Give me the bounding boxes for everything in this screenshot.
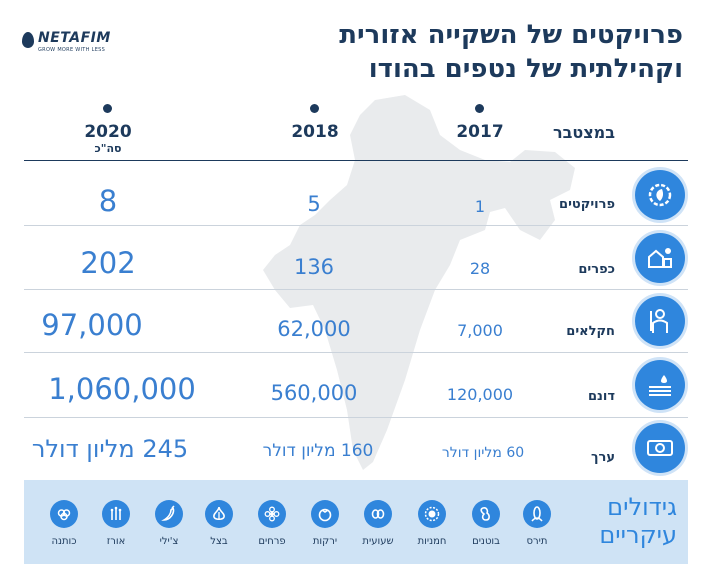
row-villages-2020: 202 — [80, 246, 136, 280]
divider — [24, 160, 688, 161]
rice-icon — [102, 500, 130, 528]
brand-tagline: GROW MORE WITH LESS — [38, 47, 106, 53]
row-projects-2018: 5 — [307, 192, 321, 216]
column-dot-2018 — [310, 104, 319, 113]
crop-flowers: פרחים — [243, 500, 301, 547]
row-label-farmers: חקלאים — [566, 324, 615, 339]
crop-peanut: בוטנים — [457, 500, 515, 547]
title-line-2: וקהילתית של נטפים בהודו — [368, 54, 683, 84]
column-dot-2017 — [475, 104, 484, 113]
row-farmers-2018: 62,000 — [277, 317, 351, 341]
row-projects-2020: 8 — [98, 184, 118, 218]
crops-title-line-1: גידולים — [607, 493, 677, 521]
row-dunam-2018: 560,000 — [270, 381, 358, 405]
crop-label: שעועית — [362, 536, 394, 547]
crops-title-line-2: עיקריים — [599, 521, 677, 549]
divider — [24, 225, 688, 226]
crop-label: פרחים — [258, 536, 286, 547]
divider — [24, 289, 688, 290]
peanut-icon — [472, 500, 500, 528]
crop-label: צ'ילי — [159, 536, 179, 547]
beans-icon — [364, 500, 392, 528]
crop-label: חמניות — [417, 536, 447, 547]
flower-icon — [258, 500, 286, 528]
money-icon — [635, 423, 685, 473]
crop-label: בצל — [210, 536, 228, 547]
row-farmers-2020: 97,000 — [41, 308, 143, 342]
row-value-2017: 60 מליון דולר — [441, 445, 525, 461]
row-label-value: ערך — [591, 450, 615, 465]
sunflower-icon — [418, 500, 446, 528]
brand-name: NETAFIM — [38, 30, 111, 46]
row-farmers-2017: 7,000 — [457, 321, 503, 340]
crop-vegetables: ירקות — [296, 500, 354, 547]
crop-rice: אורז — [87, 500, 145, 547]
row-dunam-2017: 120,000 — [446, 385, 514, 404]
gear-leaf-icon — [635, 170, 685, 220]
crop-label: אורז — [106, 536, 126, 547]
crops-title: גידולים עיקריים — [557, 493, 677, 549]
row-villages-2018: 136 — [293, 255, 335, 279]
row-value-2018: 160 מליון דולר — [262, 441, 374, 461]
crop-chili: צ'ילי — [140, 500, 198, 547]
crop-sunflower: חמניות — [403, 500, 461, 547]
crop-label: תירס — [526, 536, 548, 547]
crops-band — [24, 480, 688, 564]
field-icon — [635, 360, 685, 410]
column-sub-2020: סה"כ — [94, 142, 122, 155]
chili-icon — [155, 500, 183, 528]
crop-beans: שעועית — [349, 500, 407, 547]
netafim-logo: NETAFIM GROW MORE WITH LESS — [22, 30, 137, 56]
row-dunam-2020: 1,060,000 — [48, 372, 196, 406]
title-line-1: פרויקטים של השקייה אזורית — [339, 20, 683, 50]
column-year-2018: 2018 — [291, 122, 339, 142]
india-map-background — [263, 95, 575, 470]
farmer-icon — [635, 296, 685, 346]
crop-cotton: כותנה — [35, 500, 93, 547]
status-label: במצטבר — [552, 123, 615, 142]
row-label-villages: כפרים — [578, 262, 615, 277]
crop-corn: תירס — [508, 500, 566, 547]
crop-label: כותנה — [51, 536, 77, 547]
row-label-dunam: דונם — [587, 389, 615, 404]
divider — [24, 417, 688, 418]
drop-icon — [22, 32, 34, 48]
column-header-2018: 2018 — [275, 122, 355, 142]
village-icon — [635, 233, 685, 283]
row-label-projects: פרויקטים — [559, 197, 615, 212]
column-header-2020: 2020 סה"כ — [68, 122, 148, 155]
column-year-2017: 2017 — [456, 122, 504, 142]
tomato-icon — [311, 500, 339, 528]
onion-icon — [205, 500, 233, 528]
row-villages-2017: 28 — [469, 259, 491, 278]
crop-label: בוטנים — [472, 536, 500, 547]
row-value-2020: 245 מליון דולר — [31, 435, 189, 463]
page-title: פרויקטים של השקייה אזורית וקהילתית של נט… — [263, 18, 683, 86]
row-projects-2017: 1 — [474, 197, 486, 216]
corn-icon — [523, 500, 551, 528]
crop-label: ירקות — [312, 536, 338, 547]
column-header-2017: 2017 — [440, 122, 520, 142]
column-year-2020: 2020 — [84, 122, 132, 142]
cotton-icon — [50, 500, 78, 528]
crop-onion: בצל — [190, 500, 248, 547]
column-dot-2020 — [103, 104, 112, 113]
divider — [24, 352, 688, 353]
